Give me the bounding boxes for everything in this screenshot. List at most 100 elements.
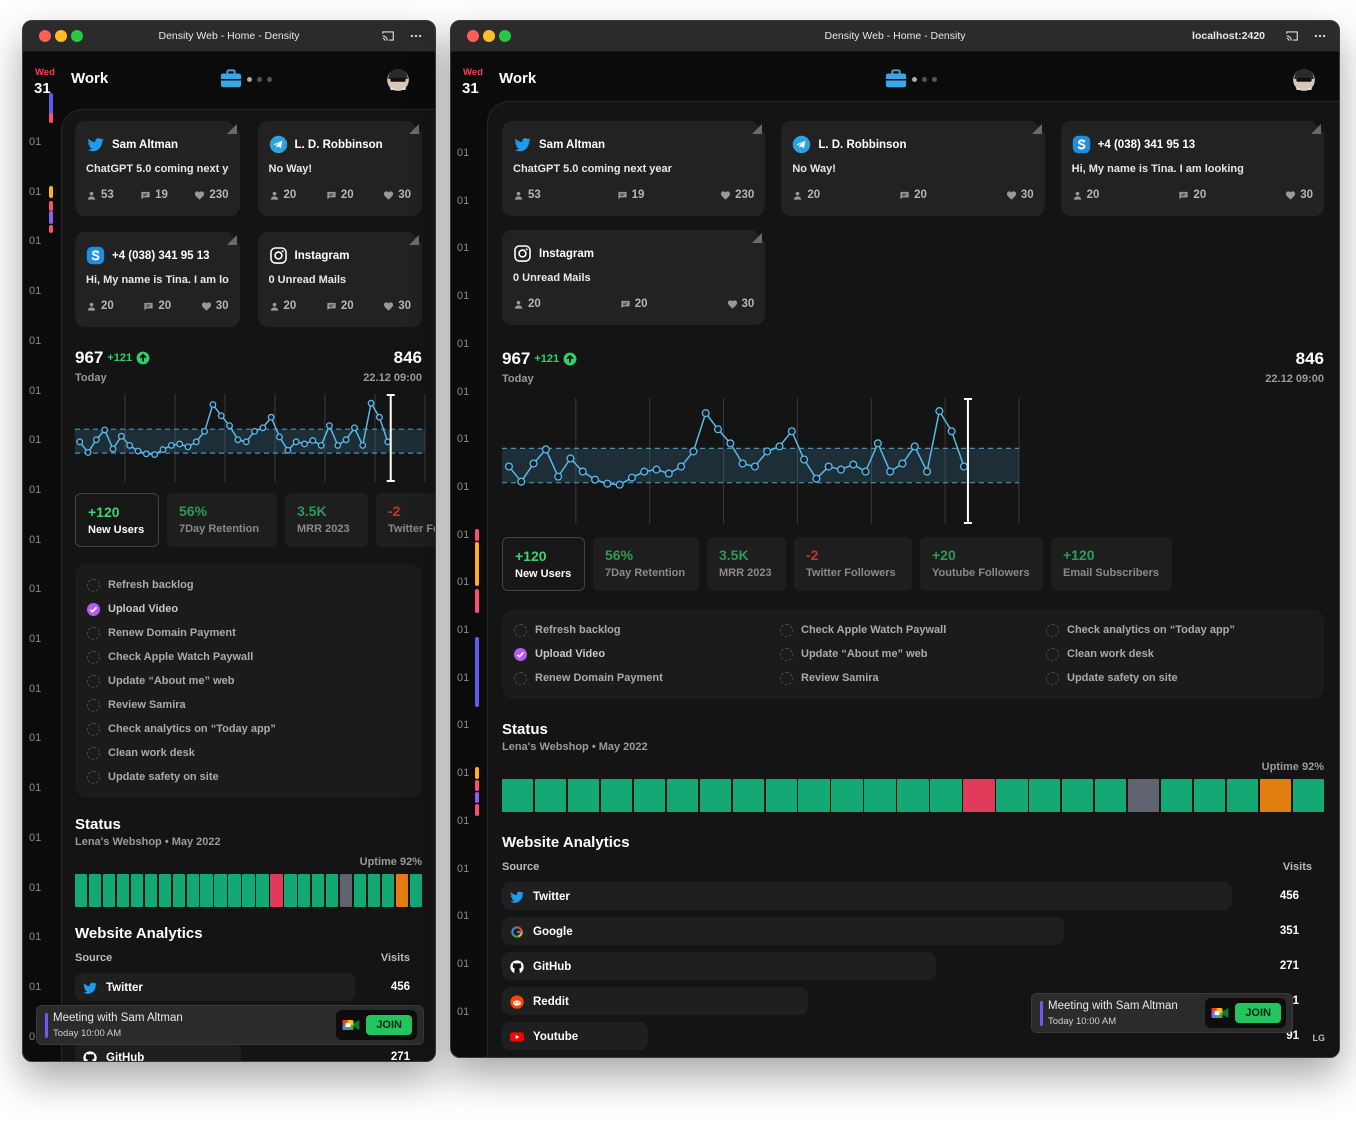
arrow-up-icon (563, 352, 577, 366)
skype-icon (86, 246, 105, 265)
kpi-tile[interactable]: -2 Twitter Followers (376, 493, 435, 547)
avatar[interactable] (1291, 66, 1317, 92)
kpi-tile[interactable]: -2 Twitter Followers (794, 537, 912, 591)
task-text: Clean work desk (108, 747, 195, 759)
task[interactable]: Renew Domain Payment (514, 666, 780, 690)
window-control[interactable] (467, 30, 479, 42)
stat-value: 30 (398, 189, 411, 201)
kpi-tile[interactable]: +20 Youtube Followers (920, 537, 1043, 591)
task[interactable]: Clean work desk (1046, 642, 1312, 666)
task[interactable]: Upload Video (87, 597, 410, 621)
message-card[interactable]: L. D. Robbinson No Way! 20 20 30 (781, 121, 1045, 216)
timeline-label: 01 (457, 671, 470, 684)
workspace-switcher[interactable] (220, 68, 272, 90)
d (1216, 1013, 1223, 1018)
activity-point (251, 427, 258, 435)
e (353, 1020, 360, 1030)
uptime-block (256, 874, 269, 907)
activity-point (898, 459, 907, 468)
hair (388, 69, 408, 79)
arc (511, 926, 523, 938)
compare-value: 846 (1295, 349, 1324, 368)
chat-icon (621, 300, 630, 308)
activity-point (359, 441, 367, 449)
task[interactable]: Refresh backlog (87, 573, 410, 597)
status-section: Status Lena's Webshop • May 2022 Uptime 92… (502, 721, 1324, 812)
meeting-accent (1040, 1001, 1043, 1026)
uptime-block (200, 874, 213, 907)
main-panel: Sam Altman ChatGPT 5.0 coming next year 53… (61, 109, 435, 1061)
kpi-tile[interactable]: +120 New Users (502, 537, 585, 591)
activity-point (726, 439, 735, 448)
task[interactable]: Clean work desk (87, 741, 410, 765)
join-button[interactable]: JOIN (366, 1015, 412, 1035)
task[interactable]: Check Apple Watch Paywall (87, 645, 410, 669)
message-card[interactable]: +4 (038) 341 95 13 Hi, My name is Tina. I… (1060, 121, 1324, 216)
message-card[interactable]: Instagram 0 Unread Mails 20 20 30 (502, 230, 766, 325)
window-control[interactable] (71, 30, 83, 42)
cast-button[interactable] (1285, 29, 1299, 43)
workspace-switcher[interactable] (885, 68, 937, 90)
activity-point (517, 477, 526, 486)
more-button[interactable] (1313, 29, 1327, 43)
activity-point (334, 441, 342, 449)
timeline-label: 01 (29, 881, 42, 894)
task[interactable]: Refresh backlog (514, 618, 780, 642)
card-fold-shade (409, 235, 419, 245)
card-fold-shade (409, 124, 419, 134)
task[interactable]: Update safety on site (87, 765, 410, 789)
dot (525, 248, 528, 251)
window-control[interactable] (499, 30, 511, 42)
task[interactable]: Upload Video (514, 642, 780, 666)
more-button[interactable] (409, 29, 423, 43)
activity-point (151, 451, 159, 458)
stat: 19 (617, 189, 644, 201)
message-card[interactable]: L. D. Robbinson No Way! 20 20 30 (257, 121, 422, 216)
task[interactable]: Review Samira (87, 693, 410, 717)
visits-value: 456 (1279, 890, 1299, 902)
kpi-tile[interactable]: 3.5K MRR 2023 (707, 537, 786, 591)
window-control[interactable] (55, 30, 67, 42)
activity-point (342, 436, 350, 444)
bubble (327, 191, 336, 199)
activity-point (242, 438, 250, 446)
window-title: Density Web - Home - Density (824, 30, 966, 42)
activity-point (935, 407, 944, 416)
message-card[interactable]: Sam Altman ChatGPT 5.0 coming next year 53… (502, 121, 766, 216)
join-button[interactable]: JOIN (1235, 1003, 1281, 1023)
analytics-row: Reddit191 (502, 984, 1324, 1019)
day: 31 (34, 80, 51, 97)
activity-point (176, 440, 184, 448)
avatar[interactable] (385, 66, 411, 92)
kpi-tile[interactable]: +120 New Users (75, 493, 159, 547)
task[interactable]: Update “About me” web (780, 642, 1046, 666)
task[interactable]: Renew Domain Payment (87, 621, 410, 645)
message-card[interactable]: Instagram 0 Unread Mails 20 20 30 (257, 232, 422, 327)
message-card[interactable]: Sam Altman ChatGPT 5.0 coming next year 53… (75, 121, 240, 216)
check-icon (87, 602, 100, 616)
message-card[interactable]: +4 (038) 341 95 13 Hi, My name is Tina. I… (75, 232, 240, 327)
task[interactable]: Check Apple Watch Paywall (780, 618, 1046, 642)
analytics-row: GitHub 271 (75, 1040, 422, 1061)
task[interactable]: Check analytics on “Today app” (87, 717, 410, 741)
task[interactable]: Update safety on site (1046, 666, 1312, 690)
task[interactable]: Review Samira (780, 666, 1046, 690)
kpi-value: +120 (1063, 547, 1095, 563)
kpi-tile[interactable]: 3.5K MRR 2023 (285, 493, 368, 547)
kpi-tile[interactable]: 56% 7Day Retention (167, 493, 277, 547)
heart (195, 190, 205, 200)
face (513, 1000, 521, 1006)
kpi-tile[interactable]: 56% 7Day Retention (593, 537, 699, 591)
day: 31 (462, 80, 479, 97)
activity-point (591, 475, 600, 484)
window-control[interactable] (483, 30, 495, 42)
window-control[interactable] (39, 30, 51, 42)
task[interactable]: Check analytics on “Today app” (1046, 618, 1312, 642)
visits-value: 351 (1279, 925, 1299, 937)
task[interactable]: Update “About me” web (87, 669, 410, 693)
s (91, 250, 100, 261)
meeting-title: Meeting with Sam Altman (53, 1012, 183, 1024)
cast-button[interactable] (381, 29, 395, 43)
stat: 20 (326, 189, 354, 201)
kpi-tile[interactable]: +120 Email Subscribers (1051, 537, 1172, 591)
